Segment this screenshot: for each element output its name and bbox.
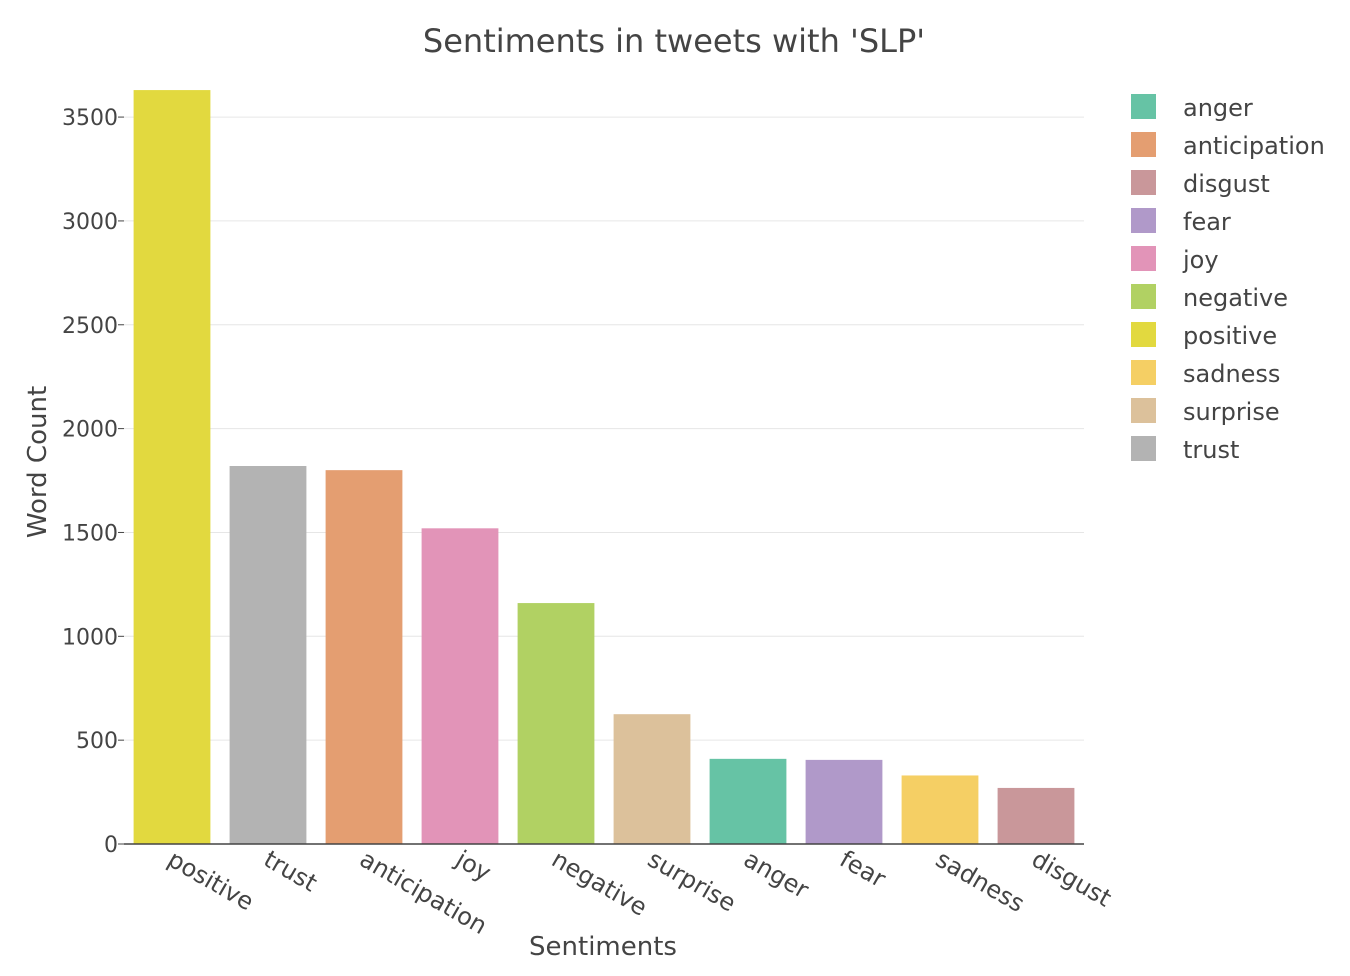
legend-item: joy — [1131, 246, 1219, 274]
bar-surprise — [613, 714, 691, 844]
bar-trust — [229, 466, 307, 844]
legend-item: surprise — [1131, 398, 1280, 426]
bars — [133, 90, 1075, 845]
y-tick-label: 2000 — [62, 418, 118, 443]
bar-positive — [133, 90, 211, 845]
legend-swatch — [1131, 436, 1156, 461]
x-tick-label: negative — [547, 845, 652, 922]
legend-item: anticipation — [1131, 132, 1325, 160]
x-tick-label: positive — [163, 845, 259, 916]
legend-swatch — [1131, 360, 1156, 385]
legend-swatch — [1131, 284, 1156, 309]
y-tick-label: 2500 — [62, 314, 118, 339]
legend-label: anticipation — [1183, 132, 1325, 160]
y-tick-label: 0 — [104, 833, 118, 858]
legend-label: negative — [1183, 284, 1288, 312]
y-axis-ticks: 0 500 1000 1500 2000 2500 3000 3500 — [62, 106, 124, 858]
legend-label: fear — [1183, 208, 1231, 236]
x-tick-label: surprise — [643, 845, 741, 918]
legend-label: anger — [1183, 94, 1253, 122]
x-tick-label: joy — [450, 844, 496, 887]
x-tick-label: disgust — [1027, 845, 1116, 913]
y-tick-label: 3500 — [62, 106, 118, 131]
bar-joy — [421, 528, 499, 844]
legend-item: trust — [1131, 436, 1239, 464]
legend-item: disgust — [1131, 170, 1270, 198]
bar-disgust — [997, 787, 1075, 844]
legend-swatch — [1131, 322, 1156, 347]
legend-label: surprise — [1183, 398, 1280, 426]
legend-item: positive — [1131, 322, 1277, 350]
chart-title: Sentiments in tweets with 'SLP' — [423, 22, 925, 60]
legend: anger anticipation disgust fear joy negative p… — [1131, 94, 1325, 464]
legend-label: sadness — [1183, 360, 1280, 388]
legend-swatch — [1131, 208, 1156, 233]
legend-swatch — [1131, 170, 1156, 195]
legend-swatch — [1131, 94, 1156, 119]
y-tick-label: 1000 — [62, 625, 118, 650]
legend-item: anger — [1131, 94, 1253, 122]
y-tick-label: 500 — [76, 729, 118, 754]
x-tick-label: sadness — [931, 845, 1029, 918]
x-tick-label: fear — [835, 845, 891, 893]
x-tick-label: trust — [259, 845, 322, 897]
bar-anticipation — [325, 470, 403, 844]
y-tick-label: 1500 — [62, 521, 118, 546]
y-tick-label: 3000 — [62, 210, 118, 235]
legend-swatch — [1131, 132, 1156, 157]
bar-sadness — [901, 775, 979, 844]
legend-swatch — [1131, 246, 1156, 271]
x-tick-label: anger — [739, 845, 814, 904]
legend-label: positive — [1183, 322, 1277, 350]
x-axis-label: Sentiments — [529, 932, 677, 962]
legend-item: negative — [1131, 284, 1288, 312]
bar-negative — [517, 603, 595, 844]
y-axis-label: Word Count — [23, 386, 53, 538]
bar-fear — [805, 759, 883, 844]
legend-swatch — [1131, 398, 1156, 423]
legend-label: disgust — [1183, 170, 1270, 198]
bar-anger — [709, 758, 787, 844]
legend-label: joy — [1182, 246, 1219, 274]
legend-item: fear — [1131, 208, 1231, 236]
legend-label: trust — [1183, 436, 1239, 464]
legend-item: sadness — [1131, 360, 1280, 388]
